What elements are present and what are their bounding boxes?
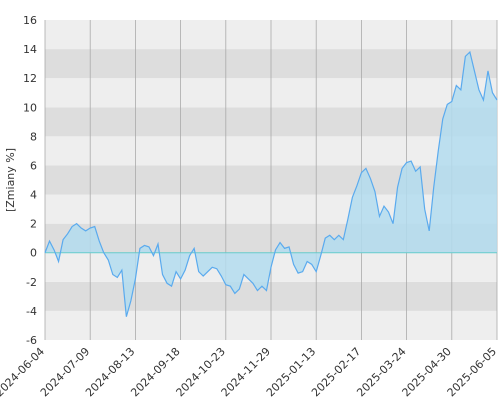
y-tick-label: 14 [23,43,37,56]
line [44,50,498,317]
y-tick-label: -4 [26,305,37,318]
area [45,52,497,317]
y-tick-label: 16 [23,14,37,27]
y-tick-label: 4 [30,189,37,202]
y-tick-label: 10 [23,101,37,114]
y-tick-label: 6 [30,159,37,172]
y-tick-label: -2 [26,276,37,289]
y-tick-label: 12 [23,72,37,85]
y-tick-label: -6 [26,334,37,347]
y-tick-label: 8 [30,130,37,143]
y-tick-label: 0 [30,247,37,260]
y-tick-label: 2 [30,218,37,231]
y-axis-label: [Zmiany %] [4,148,17,212]
